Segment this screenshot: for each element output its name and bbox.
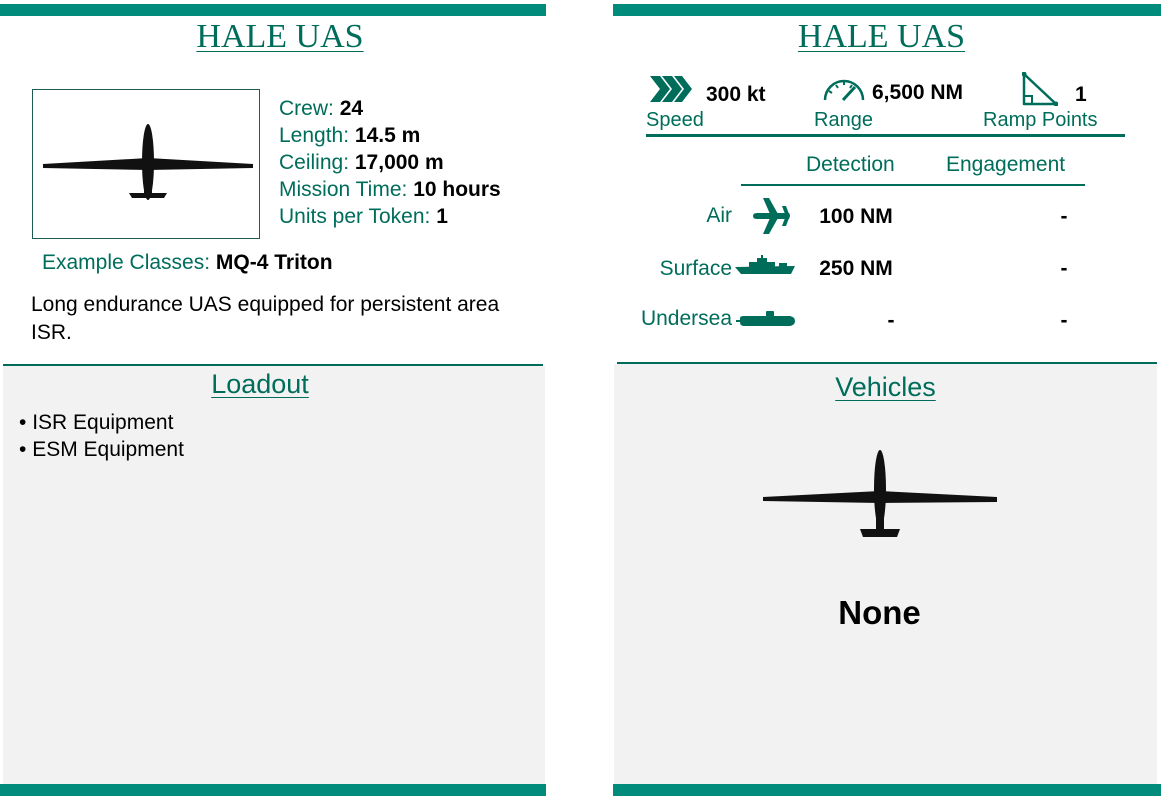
stat-ceiling: Ceiling: 17,000 m: [279, 151, 444, 174]
aircraft-icon: [753, 198, 790, 234]
right-card-title: HALE UAS: [797, 18, 966, 55]
right-card-bottom-bar: [613, 784, 1161, 796]
submarine-icon: [736, 311, 795, 326]
ship-icon: [735, 255, 795, 274]
left-card-top-bar: [0, 4, 546, 16]
list-item: • ESM Equipment: [19, 438, 184, 461]
stat-mission-time: Mission Time: 10 hours: [279, 178, 501, 201]
vehicles-panel: [614, 364, 1157, 784]
unit-stats: Crew: 24 Length: 14.5 m Ceiling: 17,000 …: [279, 95, 501, 230]
range-value: 6,500 NM: [872, 81, 964, 104]
undersea-engagement-value: -: [1060, 309, 1068, 332]
row-label-air: Air: [706, 204, 732, 227]
unit-image-frame: [32, 89, 260, 239]
undersea-detection-value: -: [887, 309, 895, 332]
stat-crew: Crew: 24: [279, 97, 364, 120]
left-card-bottom-bar: [0, 784, 546, 796]
left-divider: [3, 364, 543, 366]
left-card-title: HALE UAS: [196, 18, 364, 55]
surface-engagement-value: -: [1060, 257, 1068, 280]
stat-length: Length: 14.5 m: [279, 124, 421, 147]
speed-value: 300 kt: [706, 83, 766, 106]
ramp-value: 1: [1075, 83, 1087, 106]
range-label: Range: [814, 109, 873, 131]
example-classes: Example Classes: MQ-4 Triton: [42, 251, 333, 274]
uav-silhouette-icon: [43, 124, 253, 200]
row-label-surface: Surface: [659, 257, 732, 280]
vehicles-value: None: [838, 594, 921, 631]
right-divider: [617, 362, 1157, 364]
chevrons-right-icon: [650, 76, 692, 102]
air-engagement-value: -: [1060, 205, 1068, 228]
unit-description: Long endurance UAS equipped for persiste…: [31, 293, 500, 344]
stat-units-per-token: Units per Token: 1: [279, 205, 448, 228]
stats-divider: [646, 134, 1125, 137]
gauge-icon: [823, 79, 865, 102]
speed-label: Speed: [646, 109, 704, 131]
air-detection-value: 100 NM: [819, 205, 893, 228]
loadout-title: Loadout: [211, 369, 309, 399]
vehicles-title: Vehicles: [835, 372, 936, 402]
surface-detection-value: 250 NM: [819, 257, 893, 280]
ramp-icon: [1022, 72, 1058, 106]
table-header-divider: [741, 184, 1085, 186]
list-item: • ISR Equipment: [19, 411, 174, 434]
loadout-list: • ISR Equipment • ESM Equipment: [19, 409, 184, 463]
detection-header: Detection: [806, 153, 895, 176]
ramp-label: Ramp Points: [983, 109, 1098, 131]
uav-silhouette-icon: [763, 450, 997, 537]
right-card-top-bar: [613, 4, 1161, 16]
row-label-undersea: Undersea: [640, 307, 732, 330]
loadout-panel: [3, 366, 545, 784]
engagement-header: Engagement: [946, 153, 1066, 176]
